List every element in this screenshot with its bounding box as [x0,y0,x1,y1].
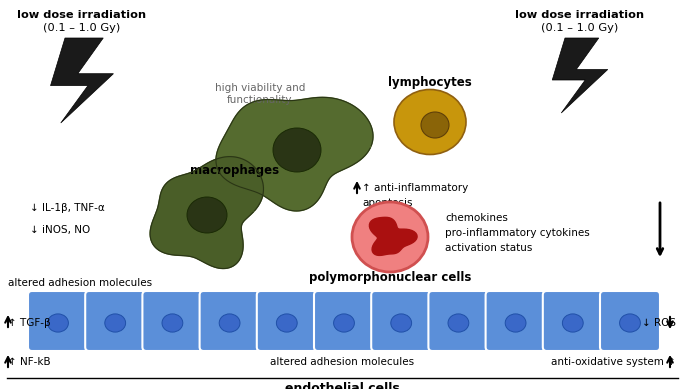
Ellipse shape [162,314,183,332]
Ellipse shape [273,128,321,172]
Polygon shape [552,38,608,113]
Ellipse shape [277,314,297,332]
Text: ↑ anti-inflammatory: ↑ anti-inflammatory [362,183,469,193]
Text: altered adhesion molecules: altered adhesion molecules [8,278,152,288]
FancyBboxPatch shape [85,291,145,351]
FancyBboxPatch shape [486,291,545,351]
FancyBboxPatch shape [28,291,88,351]
Text: lymphocytes: lymphocytes [388,75,472,89]
Text: low dose irradiation: low dose irradiation [515,10,645,20]
Polygon shape [216,97,373,211]
Ellipse shape [105,314,125,332]
Polygon shape [369,217,417,256]
Text: high viability and: high viability and [215,83,306,93]
Ellipse shape [562,314,583,332]
Ellipse shape [391,314,412,332]
Text: activation status: activation status [445,243,532,253]
Text: anti-oxidative system ↑: anti-oxidative system ↑ [551,357,676,367]
Text: pro-inflammatory cytokines: pro-inflammatory cytokines [445,228,590,238]
FancyBboxPatch shape [314,291,374,351]
Ellipse shape [187,197,227,233]
Text: chemokines: chemokines [445,213,508,223]
Ellipse shape [448,314,469,332]
Ellipse shape [506,314,526,332]
Ellipse shape [47,314,68,332]
Text: ↓ IL-1β, TNF-α: ↓ IL-1β, TNF-α [30,203,105,213]
FancyBboxPatch shape [543,291,603,351]
Text: (0.1 – 1.0 Gy): (0.1 – 1.0 Gy) [541,23,619,33]
Text: ↓ iNOS, NO: ↓ iNOS, NO [30,225,90,235]
Ellipse shape [352,202,428,272]
Text: macrophages: macrophages [190,163,279,177]
Text: ↑ TGF-β: ↑ TGF-β [8,318,51,328]
Ellipse shape [620,314,640,332]
FancyBboxPatch shape [371,291,431,351]
Text: (0.1 – 1.0 Gy): (0.1 – 1.0 Gy) [43,23,121,33]
Ellipse shape [394,89,466,154]
Text: apoptosis: apoptosis [362,198,412,208]
Text: low dose irradiation: low dose irradiation [17,10,147,20]
FancyBboxPatch shape [428,291,488,351]
Text: polymorphonuclear cells: polymorphonuclear cells [309,272,471,284]
Polygon shape [150,157,264,268]
FancyBboxPatch shape [600,291,660,351]
Text: functionality: functionality [227,95,292,105]
Ellipse shape [334,314,354,332]
Text: endothelial cells: endothelial cells [285,382,399,389]
FancyBboxPatch shape [257,291,316,351]
Text: altered adhesion molecules: altered adhesion molecules [270,357,414,367]
Text: ↑ NF-kB: ↑ NF-kB [8,357,51,367]
FancyBboxPatch shape [142,291,202,351]
Ellipse shape [421,112,449,138]
Polygon shape [51,38,114,123]
FancyBboxPatch shape [199,291,260,351]
Ellipse shape [219,314,240,332]
Text: ↓ ROS: ↓ ROS [642,318,676,328]
